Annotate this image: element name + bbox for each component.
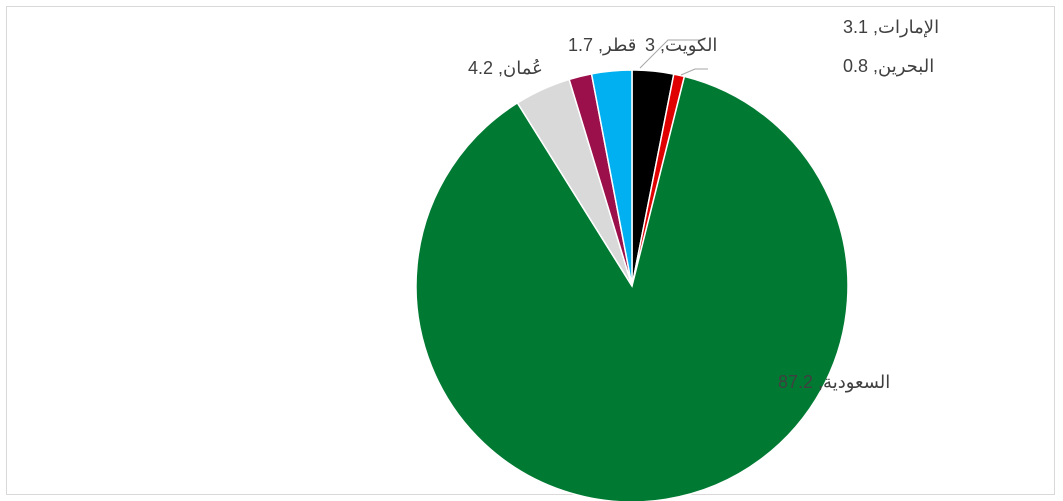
slice-label-4: عُمان, 4.2 — [468, 58, 543, 78]
pie-slice-3 — [415, 75, 849, 501]
leader-line-2 — [680, 68, 708, 76]
leader-line-1 — [639, 39, 705, 69]
slice-label-3: السعودية, 87.2 — [778, 372, 890, 393]
slice-label-1: الإمارات, 3.1 — [843, 17, 939, 37]
slice-label-6: الكويت, 3 — [645, 35, 717, 56]
slice-label-5: قطر, 1.7 — [568, 35, 636, 56]
slice-label-2: البحرين, 0.8 — [843, 56, 934, 77]
pie-slice-6 — [590, 69, 633, 287]
